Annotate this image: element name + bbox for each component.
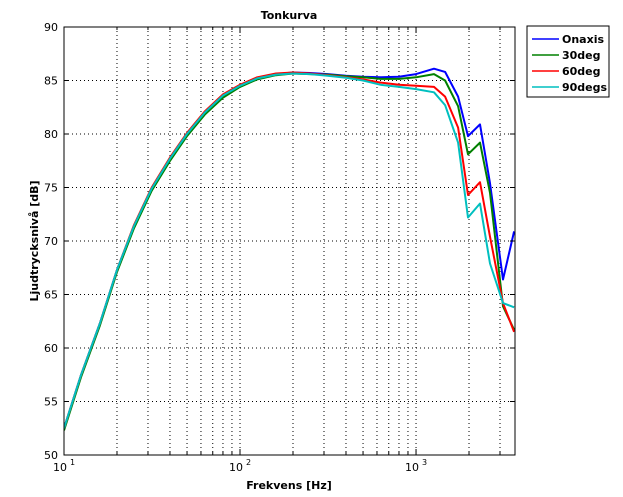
legend-label: 90degs [562, 81, 608, 94]
grid [64, 27, 515, 455]
x-axis-label: Frekvens [Hz] [246, 479, 332, 492]
x-tick-label: 10 [405, 461, 419, 474]
series-line-60deg [64, 71, 515, 429]
y-axis-label: Ljudtrycksnivå [dB] [28, 180, 41, 301]
y-tick-label: 80 [44, 128, 58, 141]
y-tick-label: 90 [44, 21, 58, 34]
legend: Onaxis 30deg 60deg 90degs [526, 25, 610, 98]
x-tick-exponent: 2 [246, 458, 251, 467]
x-tick-label: 10 [53, 461, 67, 474]
series-line-onaxis [64, 67, 515, 429]
series-line-90degs [64, 72, 515, 429]
legend-box [526, 25, 610, 98]
y-tick-label: 70 [44, 235, 58, 248]
x-tick-exponent: 1 [70, 458, 75, 467]
x-tick-label: 10 [229, 461, 243, 474]
y-tick-label: 75 [44, 182, 58, 195]
legend-label: 60deg [562, 65, 601, 78]
x-tick-exponent: 3 [422, 458, 427, 467]
plot-frame [63, 26, 516, 456]
legend-label: 30deg [562, 49, 601, 62]
series-line-30deg [64, 72, 515, 431]
chart-title: Tonkurva [261, 9, 318, 22]
y-tick-label: 50 [44, 449, 58, 462]
y-tick-label: 55 [44, 396, 58, 409]
legend-label: Onaxis [562, 33, 604, 46]
y-tick-label: 85 [44, 75, 58, 88]
y-tick-label: 60 [44, 342, 58, 355]
series-lines [64, 67, 515, 431]
y-tick-label: 65 [44, 289, 58, 302]
